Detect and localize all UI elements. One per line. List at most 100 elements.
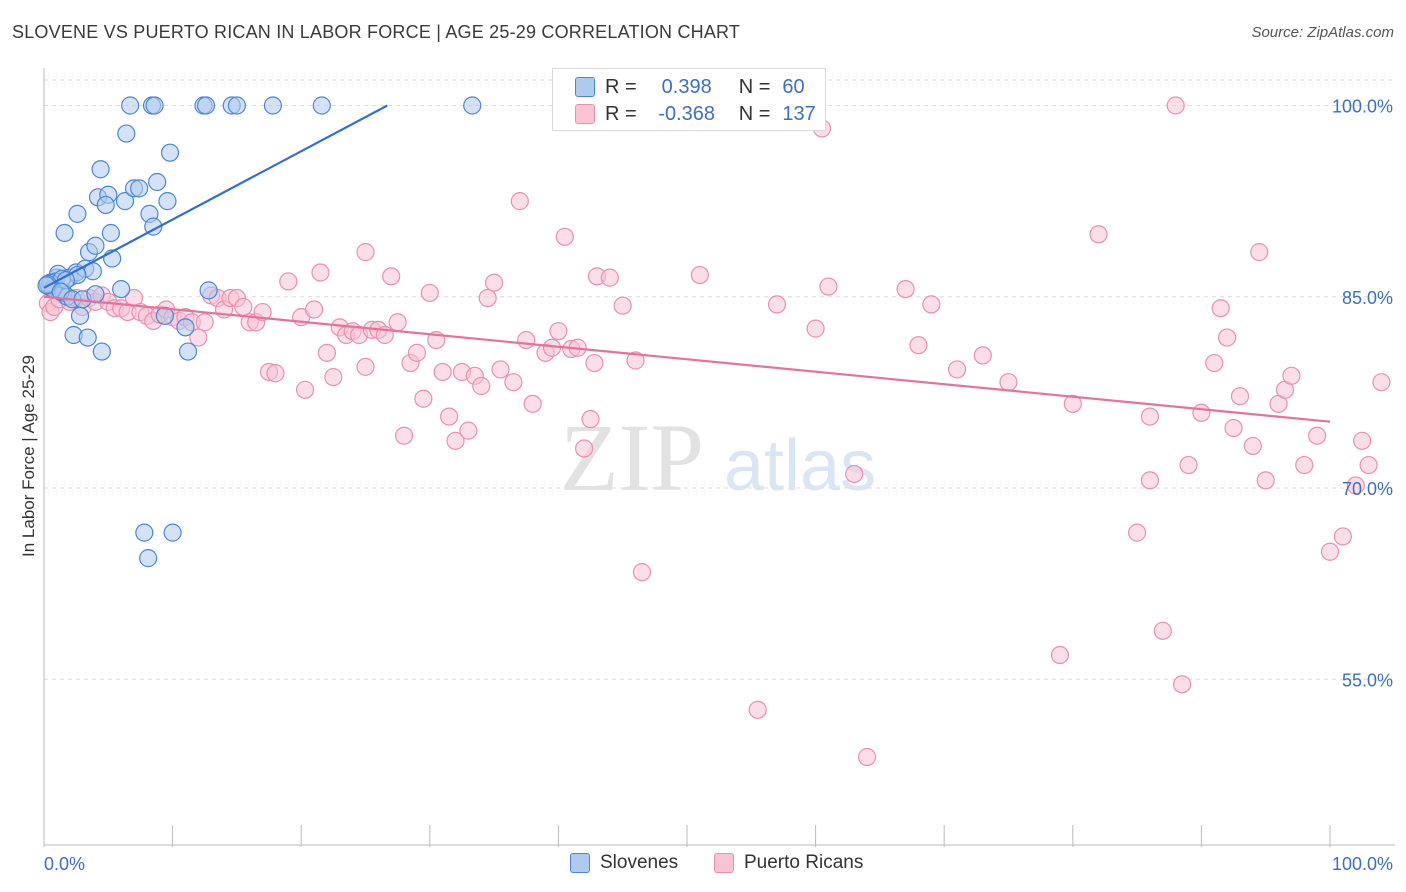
data-point-slovene bbox=[112, 280, 131, 299]
slovenes-n-value: 60 bbox=[782, 75, 805, 98]
data-point-puerto-rican bbox=[1179, 455, 1198, 475]
data-point-puerto-rican bbox=[478, 288, 497, 308]
data-point-puerto-rican bbox=[1250, 243, 1269, 262]
puerto-ricans-swatch bbox=[575, 104, 595, 124]
data-point-puerto-rican bbox=[1173, 675, 1192, 694]
data-point-puerto-rican bbox=[999, 373, 1018, 392]
data-point-puerto-rican bbox=[517, 331, 536, 350]
data-point-slovene bbox=[227, 96, 246, 115]
data-point-slovene bbox=[70, 306, 90, 325]
data-point-puerto-rican bbox=[394, 426, 414, 445]
data-point-puerto-rican bbox=[819, 277, 838, 296]
puerto-ricans-legend-swatch bbox=[714, 853, 734, 873]
data-point-puerto-rican bbox=[382, 267, 401, 286]
n-label: N = bbox=[738, 75, 771, 98]
data-point-puerto-rican bbox=[549, 322, 568, 341]
puerto-ricans-n-value: 137 bbox=[782, 102, 816, 125]
puerto-ricans-points bbox=[38, 96, 1391, 767]
trend-lines bbox=[43, 104, 1331, 423]
data-point-slovene bbox=[92, 342, 111, 361]
legend-item-puerto-ricans[interactable]: Puerto Ricans bbox=[714, 852, 863, 874]
data-point-puerto-rican bbox=[433, 362, 452, 382]
data-point-puerto-rican bbox=[407, 343, 427, 362]
slovenes-legend-swatch bbox=[570, 853, 590, 873]
data-point-puerto-rican bbox=[317, 343, 337, 362]
data-point-puerto-rican bbox=[1089, 225, 1108, 244]
y-tick-label: 70.0% bbox=[1342, 479, 1393, 499]
data-point-puerto-rican bbox=[613, 296, 632, 315]
data-point-slovene bbox=[117, 124, 136, 143]
data-point-puerto-rican bbox=[195, 313, 214, 332]
grid-lines bbox=[44, 79, 1395, 680]
data-point-puerto-rican bbox=[459, 421, 478, 440]
data-point-puerto-rican bbox=[1205, 353, 1224, 373]
legend-row-slovenes: R = 0.398 N = 60 bbox=[575, 75, 805, 99]
data-point-puerto-rican bbox=[1295, 455, 1314, 475]
data-point-puerto-rican bbox=[420, 283, 439, 303]
data-point-slovene bbox=[96, 195, 115, 215]
chart-title: SLOVENE VS PUERTO RICAN IN LABOR FORCE |… bbox=[12, 22, 741, 42]
data-point-puerto-rican bbox=[491, 360, 510, 379]
data-point-puerto-rican bbox=[1333, 527, 1352, 546]
data-point-puerto-rican bbox=[1166, 96, 1185, 115]
data-point-puerto-rican bbox=[324, 367, 343, 387]
data-point-puerto-rican bbox=[626, 351, 645, 370]
data-point-puerto-rican bbox=[510, 192, 529, 211]
legend-item-slovenes[interactable]: Slovenes bbox=[570, 852, 678, 874]
r-label: R = bbox=[605, 102, 637, 125]
data-point-slovene bbox=[263, 96, 283, 115]
data-point-puerto-rican bbox=[1320, 542, 1340, 561]
data-point-puerto-rican bbox=[1256, 471, 1275, 490]
x-tick-label-min: 0.0% bbox=[44, 854, 85, 874]
axes bbox=[43, 68, 1395, 847]
data-point-puerto-rican bbox=[896, 280, 915, 299]
slovenes-swatch bbox=[575, 77, 595, 97]
data-point-puerto-rican bbox=[1372, 373, 1391, 392]
trend-line-puerto-ricans bbox=[43, 295, 1331, 423]
data-point-slovene bbox=[158, 192, 177, 211]
n-label: N = bbox=[738, 102, 771, 125]
data-point-puerto-rican bbox=[414, 389, 433, 408]
data-point-puerto-rican bbox=[1359, 455, 1378, 475]
data-point-puerto-rican bbox=[973, 346, 992, 365]
data-point-puerto-rican bbox=[472, 376, 491, 396]
data-point-puerto-rican bbox=[1050, 645, 1070, 665]
data-point-slovene bbox=[196, 96, 216, 115]
data-point-puerto-rican bbox=[1243, 436, 1262, 456]
data-point-puerto-rican bbox=[279, 272, 298, 291]
data-point-puerto-rican bbox=[1127, 523, 1147, 542]
data-point-puerto-rican bbox=[1308, 426, 1327, 445]
data-point-puerto-rican bbox=[1140, 407, 1160, 426]
data-point-puerto-rican bbox=[356, 243, 375, 262]
slovenes-points bbox=[37, 96, 482, 568]
slovenes-legend-label: Slovenes bbox=[600, 852, 679, 873]
data-point-puerto-rican bbox=[585, 353, 604, 373]
data-point-puerto-rican bbox=[1140, 471, 1160, 490]
data-point-puerto-rican bbox=[1346, 476, 1365, 495]
data-point-slovene bbox=[145, 96, 164, 115]
data-point-slovene bbox=[68, 204, 87, 223]
data-point-puerto-rican bbox=[253, 302, 272, 322]
tick-labels: 55.0% 70.0% 85.0% 100.0% 0.0% 100.0% bbox=[44, 97, 1393, 875]
puerto-ricans-r-value: -0.368 bbox=[658, 102, 716, 125]
data-point-slovene bbox=[199, 281, 218, 300]
puerto-ricans-legend-label: Puerto Ricans bbox=[744, 852, 864, 873]
x-tick-label-max: 100.0% bbox=[1332, 854, 1393, 874]
data-point-slovene bbox=[101, 223, 120, 243]
r-label: R = bbox=[605, 75, 637, 98]
data-point-puerto-rican bbox=[748, 700, 767, 719]
y-tick-label: 85.0% bbox=[1342, 288, 1393, 308]
data-point-slovene bbox=[86, 236, 105, 255]
stats-legend: R = 0.398 N = 60 R = -0.368 N = 137 bbox=[552, 68, 826, 131]
slovenes-r-value: 0.398 bbox=[661, 75, 712, 98]
data-point-puerto-rican bbox=[947, 360, 967, 379]
data-point-slovene bbox=[160, 143, 180, 162]
legend-row-puerto-ricans: R = -0.368 N = 137 bbox=[575, 102, 816, 126]
data-point-puerto-rican bbox=[234, 297, 253, 317]
data-point-puerto-rican bbox=[523, 394, 542, 413]
data-point-puerto-rican bbox=[575, 439, 594, 458]
data-point-puerto-rican bbox=[266, 364, 285, 383]
trend-line-slovenes bbox=[43, 104, 388, 289]
data-point-puerto-rican bbox=[311, 263, 330, 282]
